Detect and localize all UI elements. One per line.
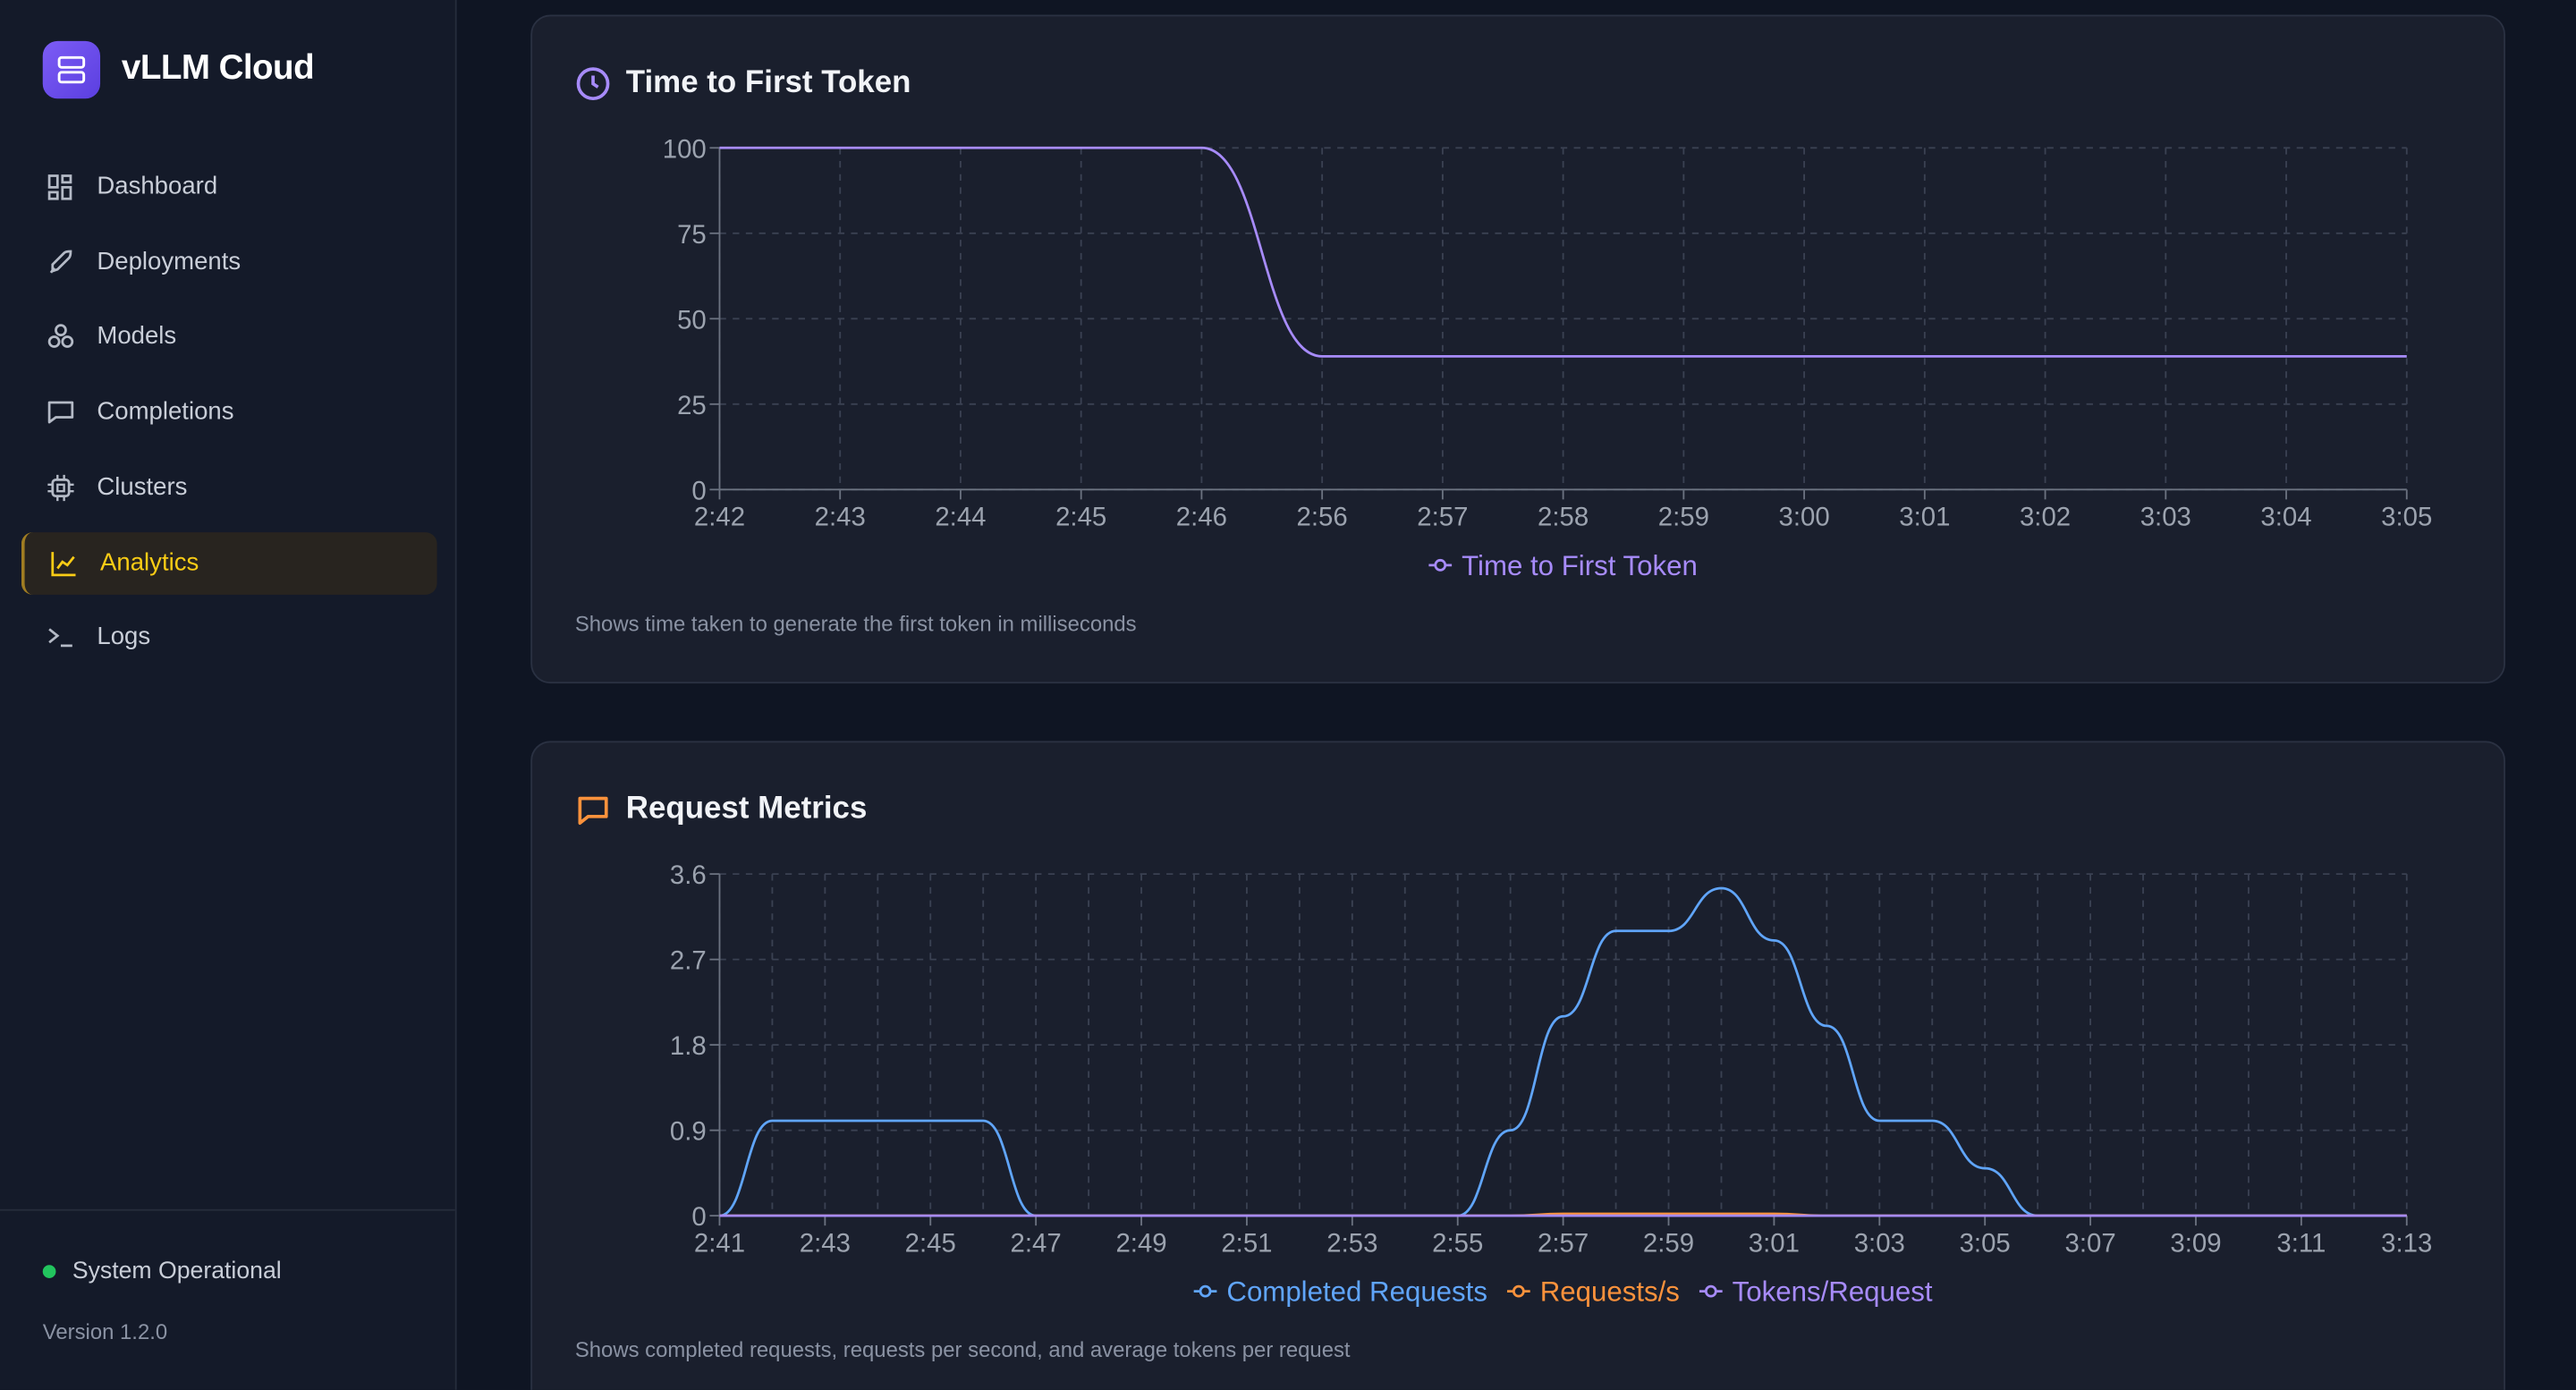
x-tick-label: 3:05 [1960, 1229, 2011, 1259]
chart: 2:41 2:43 2:45 2:47 2:49 2:51 2:53 2:55 2:57 2:59… [670, 860, 2432, 1308]
nav-label: Clusters [97, 472, 188, 501]
x-tick-label: 3:03 [2140, 503, 2191, 532]
nav-label: Completions [97, 397, 234, 426]
legend-label: Completed Requests [1226, 1276, 1487, 1308]
message-icon [578, 796, 608, 826]
nav-icon [48, 628, 72, 648]
x-tick-label: 2:46 [1176, 503, 1227, 532]
nav-label: Models [97, 322, 177, 351]
x-tick-label: 2:55 [1432, 1229, 1483, 1259]
x-tick-label: 3:00 [1778, 503, 1829, 532]
x-tick-label: 2:53 [1326, 1229, 1377, 1259]
nav-label: Analytics [100, 547, 199, 576]
y-tick-label: 75 [677, 220, 707, 250]
chart-card: Time to First Token 2:42 2:43 2:44 2:45 2:46… [530, 14, 2505, 684]
x-tick-label: 3:13 [2381, 1229, 2432, 1259]
line [719, 146, 2407, 358]
y-tick-label: 25 [677, 391, 707, 420]
legend-swatch [1512, 1284, 1525, 1298]
x-tick-label: 3:01 [1899, 503, 1950, 532]
x-tick-label: 2:49 [1115, 1229, 1166, 1259]
x-tick-label: 2:45 [1055, 503, 1106, 532]
brand: vLLM Cloud [121, 49, 315, 88]
x-tick-label: 2:57 [1417, 503, 1468, 532]
nav-item[interactable]: Dashboard [21, 156, 434, 218]
x-tick-label: 2:56 [1297, 503, 1348, 532]
x-tick-label: 2:41 [694, 1229, 745, 1259]
nav-label: Deployments [97, 247, 242, 275]
nav-item[interactable]: Completions [21, 381, 434, 444]
legend: Completed Requests Requests/s Tokens/Reque… [1193, 1276, 1933, 1308]
x-tick-label: 3:04 [2260, 503, 2311, 532]
divider [0, 1208, 455, 1211]
sidebar: vLLM Cloud Dashboard Deployments Models Com… [0, 0, 457, 1390]
nav-icon [51, 551, 76, 576]
legend: Time to First Token [1428, 550, 1698, 581]
card-title: Request Metrics [625, 792, 868, 826]
x-tick-label: 3:07 [2064, 1229, 2115, 1259]
y-tick-label: 1.8 [670, 1031, 707, 1061]
x-tick-label: 2:58 [1538, 503, 1589, 532]
x-tick-label: 2:57 [1538, 1229, 1589, 1259]
x-tick-label: 3:09 [2170, 1229, 2221, 1259]
x-tick-label: 2:59 [1658, 503, 1709, 532]
y-tick-label: 0 [691, 1202, 706, 1232]
x-tick-label: 2:42 [694, 503, 745, 532]
nav-item[interactable]: Deployments [21, 231, 434, 293]
status-dot [42, 1265, 56, 1278]
x-tick-label: 2:43 [800, 1229, 851, 1259]
status: System Operational [72, 1258, 282, 1285]
nav-icon [47, 174, 72, 200]
nav-icon [49, 250, 72, 274]
legend-swatch [1199, 1284, 1212, 1298]
legend-swatch [1704, 1284, 1717, 1298]
brand-icon [42, 40, 101, 99]
chart: 2:42 2:43 2:44 2:45 2:46 2:56 2:57 2:58 2:59 3:00… [663, 134, 2433, 581]
legend-swatch [1434, 558, 1447, 572]
nav-icon [47, 401, 74, 424]
legend-label: Requests/s [1540, 1276, 1680, 1308]
nav-icon [47, 325, 74, 349]
card-note: Shows time taken to generate the first t… [574, 611, 1137, 636]
x-tick-label: 3:05 [2381, 503, 2432, 532]
logo [57, 55, 86, 84]
x-tick-label: 2:51 [1221, 1229, 1272, 1259]
card-title: Time to First Token [625, 65, 911, 101]
y-tick-label: 0 [691, 476, 706, 505]
x-tick-label: 2:43 [815, 503, 866, 532]
x-tick-label: 3:03 [1854, 1229, 1905, 1259]
y-tick-label: 50 [677, 305, 707, 335]
x-tick-label: 3:02 [2020, 503, 2071, 532]
x-tick-label: 2:45 [905, 1229, 956, 1259]
clock-icon [576, 67, 610, 101]
chart-card: Request Metrics 2:41 2:43 2:45 2:47 2:49 2:51… [530, 741, 2505, 1390]
nav-item[interactable]: Logs [21, 606, 434, 669]
nav-item[interactable]: Analytics [21, 531, 437, 594]
x-tick-label: 2:47 [1011, 1229, 1062, 1259]
y-tick-label: 100 [663, 134, 707, 164]
x-tick-label: 2:59 [1643, 1229, 1694, 1259]
x-tick-label: 2:44 [935, 503, 986, 532]
nav-item[interactable]: Models [21, 306, 434, 369]
y-tick-label: 2.7 [670, 946, 707, 976]
nav-icon [47, 474, 74, 501]
x-tick-label: 3:01 [1749, 1229, 1800, 1259]
nav-item[interactable]: Clusters [21, 456, 434, 519]
legend-label: Tokens/Request [1733, 1276, 1933, 1308]
y-tick-label: 0.9 [670, 1117, 707, 1147]
version: Version 1.2.0 [42, 1318, 168, 1344]
x-tick-label: 3:11 [2276, 1229, 2326, 1259]
nav-label: Logs [97, 623, 151, 651]
y-tick-label: 3.6 [670, 860, 707, 890]
nav-label: Dashboard [97, 172, 218, 201]
legend-label: Time to First Token [1462, 550, 1698, 581]
card-note: Shows completed requests, requests per s… [574, 1337, 1351, 1362]
